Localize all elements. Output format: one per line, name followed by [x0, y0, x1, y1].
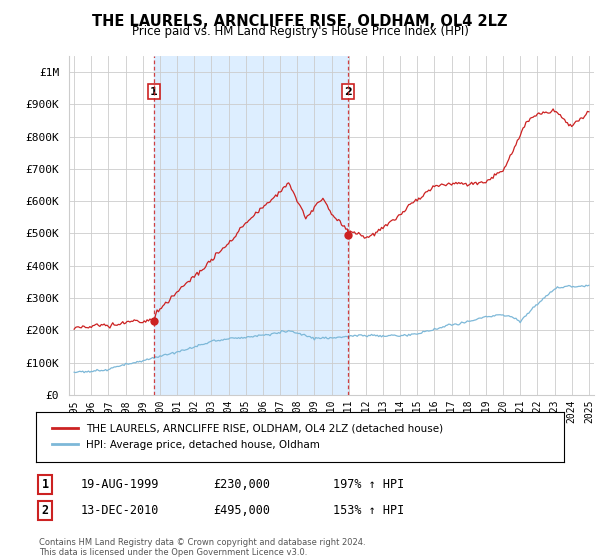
- Text: THE LAURELS, ARNCLIFFE RISE, OLDHAM, OL4 2LZ: THE LAURELS, ARNCLIFFE RISE, OLDHAM, OL4…: [92, 14, 508, 29]
- Text: £230,000: £230,000: [213, 478, 270, 491]
- Text: 13-DEC-2010: 13-DEC-2010: [81, 504, 160, 517]
- Text: 197% ↑ HPI: 197% ↑ HPI: [333, 478, 404, 491]
- Text: 19-AUG-1999: 19-AUG-1999: [81, 478, 160, 491]
- Text: 153% ↑ HPI: 153% ↑ HPI: [333, 504, 404, 517]
- Text: £495,000: £495,000: [213, 504, 270, 517]
- Text: 2: 2: [41, 504, 49, 517]
- Text: Price paid vs. HM Land Registry's House Price Index (HPI): Price paid vs. HM Land Registry's House …: [131, 25, 469, 38]
- Text: Contains HM Land Registry data © Crown copyright and database right 2024.
This d: Contains HM Land Registry data © Crown c…: [39, 538, 365, 557]
- Legend: THE LAURELS, ARNCLIFFE RISE, OLDHAM, OL4 2LZ (detached house), HPI: Average pric: THE LAURELS, ARNCLIFFE RISE, OLDHAM, OL4…: [46, 418, 448, 455]
- Text: 1: 1: [150, 87, 158, 96]
- Text: 1: 1: [41, 478, 49, 491]
- Bar: [154, 56, 348, 395]
- Text: 2: 2: [344, 87, 352, 96]
